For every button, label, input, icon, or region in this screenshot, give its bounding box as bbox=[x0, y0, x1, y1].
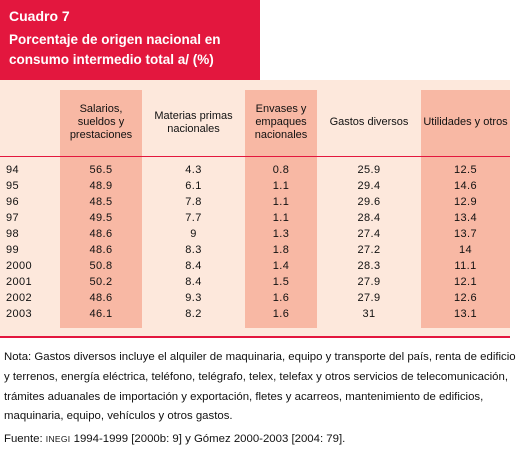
table-cell: 49.5 bbox=[60, 209, 142, 226]
table-cell: 29.6 bbox=[317, 193, 421, 210]
table-cell: 4.3 bbox=[142, 156, 245, 178]
table-cell: 1.1 bbox=[245, 177, 317, 194]
table-cell: 13.1 bbox=[421, 306, 510, 329]
table-row: 2001 50.2 8.4 1.5 27.9 12.1 bbox=[0, 274, 510, 291]
header-salarios: Salarios, sueldos y prestaciones bbox=[60, 90, 142, 157]
table-cell: 27.2 bbox=[317, 241, 421, 259]
row-year-cell: 99 bbox=[0, 241, 60, 259]
table-cell: 12.1 bbox=[421, 274, 510, 291]
table-cell: 8.3 bbox=[142, 241, 245, 259]
table-cell: 48.9 bbox=[60, 177, 142, 194]
table-cell: 1.1 bbox=[245, 209, 317, 226]
table-subtitle-line-1: Porcentaje de origen nacional en bbox=[9, 32, 221, 47]
table-cell: 12.5 bbox=[421, 156, 510, 178]
table-cell: 1.1 bbox=[245, 193, 317, 210]
table-cell: 6.1 bbox=[142, 177, 245, 194]
header-envases: Envases y empaques nacionales bbox=[245, 90, 317, 157]
table-cell: 50.8 bbox=[60, 258, 142, 275]
table-bottom-rule bbox=[0, 336, 510, 338]
table-cell: 31 bbox=[317, 306, 421, 329]
data-table-panel: Salarios, sueldos y prestaciones Materia… bbox=[0, 80, 510, 338]
table-cell: 1.6 bbox=[245, 306, 317, 329]
table-cell: 48.6 bbox=[60, 225, 142, 242]
header-gastos-diversos: Gastos diversos bbox=[317, 90, 421, 157]
table-cell: 27.9 bbox=[317, 290, 421, 307]
table-cell: 8.2 bbox=[142, 306, 245, 329]
table-cell: 13.7 bbox=[421, 225, 510, 242]
table-cell: 8.4 bbox=[142, 274, 245, 291]
table-cell: 9 bbox=[142, 225, 245, 242]
table-cell: 28.3 bbox=[317, 258, 421, 275]
table-note: Nota: Gastos diversos incluye el alquile… bbox=[4, 351, 516, 423]
table-cell: 48.6 bbox=[60, 290, 142, 307]
table-subtitle-line-2: consumo intermedio total a/ (%) bbox=[9, 52, 214, 67]
table-cell: 50.2 bbox=[60, 274, 142, 291]
table-row: 2000 50.8 8.4 1.4 28.3 11.1 bbox=[0, 258, 510, 275]
table-cell: 7.8 bbox=[142, 193, 245, 210]
row-year-cell: 2002 bbox=[0, 290, 60, 307]
table-cell: 29.4 bbox=[317, 177, 421, 194]
table-cell: 27.9 bbox=[317, 274, 421, 291]
table-row: 2003 46.1 8.2 1.6 31 13.1 bbox=[0, 306, 510, 329]
table-cell: 56.5 bbox=[60, 156, 142, 178]
table-cell: 12.9 bbox=[421, 193, 510, 210]
data-table: Salarios, sueldos y prestaciones Materia… bbox=[0, 90, 510, 329]
table-cell: 1.4 bbox=[245, 258, 317, 275]
table-row: 95 48.9 6.1 1.1 29.4 14.6 bbox=[0, 177, 510, 194]
table-cell: 1.8 bbox=[245, 241, 317, 259]
table-cell: 14 bbox=[421, 241, 510, 259]
row-year-cell: 96 bbox=[0, 193, 60, 210]
table-cell: 11.1 bbox=[421, 258, 510, 275]
table-cell: 46.1 bbox=[60, 306, 142, 329]
table-cell: 13.4 bbox=[421, 209, 510, 226]
table-cell: 28.4 bbox=[317, 209, 421, 226]
table-title-box: Cuadro 7 Porcentaje de origen nacional e… bbox=[0, 0, 260, 80]
source-org: INEGI bbox=[45, 434, 71, 444]
table-header-row: Salarios, sueldos y prestaciones Materia… bbox=[0, 90, 510, 157]
table-cell: 48.6 bbox=[60, 241, 142, 259]
table-cell: 27.4 bbox=[317, 225, 421, 242]
header-materias-primas: Materias primas nacionales bbox=[142, 90, 245, 157]
table-cell: 8.4 bbox=[142, 258, 245, 275]
table-row: 94 56.5 4.3 0.8 25.9 12.5 bbox=[0, 156, 510, 178]
row-year-cell: 95 bbox=[0, 177, 60, 194]
table-cell: 14.6 bbox=[421, 177, 510, 194]
source-rest: 1994-1999 [2000b: 9] y Gómez 2000-2003 [… bbox=[70, 433, 346, 445]
row-year-cell: 98 bbox=[0, 225, 60, 242]
source-prefix: Fuente: bbox=[4, 433, 46, 445]
table-row: 98 48.6 9 1.3 27.4 13.7 bbox=[0, 225, 510, 242]
table-cell: 0.8 bbox=[245, 156, 317, 178]
row-year-cell: 94 bbox=[0, 156, 60, 178]
row-year-cell: 2000 bbox=[0, 258, 60, 275]
table-cell: 48.5 bbox=[60, 193, 142, 210]
row-year-cell: 2003 bbox=[0, 306, 60, 329]
table-row: 2002 48.6 9.3 1.6 27.9 12.6 bbox=[0, 290, 510, 307]
header-utilidades: Utilidades y otros bbox=[421, 90, 510, 157]
table-row: 97 49.5 7.7 1.1 28.4 13.4 bbox=[0, 209, 510, 226]
table-row: 99 48.6 8.3 1.8 27.2 14 bbox=[0, 241, 510, 259]
table-cell: 12.6 bbox=[421, 290, 510, 307]
table-number: Cuadro 7 bbox=[9, 8, 70, 24]
table-subtitle: Porcentaje de origen nacional en consumo… bbox=[9, 30, 260, 70]
table-cell: 7.7 bbox=[142, 209, 245, 226]
header-year bbox=[0, 90, 60, 157]
table-row: 96 48.5 7.8 1.1 29.6 12.9 bbox=[0, 193, 510, 210]
table-cell: 25.9 bbox=[317, 156, 421, 178]
table-cell: 1.5 bbox=[245, 274, 317, 291]
table-cell: 1.6 bbox=[245, 290, 317, 307]
table-cell: 9.3 bbox=[142, 290, 245, 307]
table-cell: 1.3 bbox=[245, 225, 317, 242]
row-year-cell: 97 bbox=[0, 209, 60, 226]
row-year-cell: 2001 bbox=[0, 274, 60, 291]
table-source: Fuente: INEGI 1994-1999 [2000b: 9] y Góm… bbox=[4, 431, 520, 447]
